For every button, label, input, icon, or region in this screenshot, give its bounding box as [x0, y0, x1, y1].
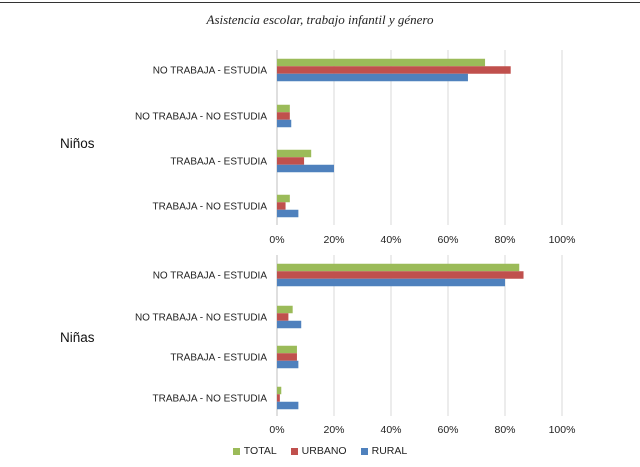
legend-item-urbano: URBANO — [290, 445, 347, 457]
ninos-tick-label: 20% — [323, 234, 344, 246]
ninos-bar-total — [277, 58, 486, 67]
ninas-category-label: TRABAJA - NO ESTUDIA — [153, 394, 268, 405]
ninas-bar-total — [277, 305, 293, 314]
ninos-tick-label: 60% — [437, 234, 458, 246]
ninas-tick-label: 100% — [549, 424, 576, 436]
ninas-tick-label: 20% — [323, 424, 344, 436]
legend-label: TOTAL — [243, 445, 277, 457]
ninos-bar-total — [277, 194, 290, 203]
legend-label: URBANO — [301, 445, 347, 457]
ninas-bar-urbano — [277, 271, 524, 279]
ninas-bar-rural — [277, 360, 299, 369]
ninos-category-label: NO TRABAJA - NO ESTUDIA — [135, 112, 267, 123]
legend-item-total: TOTAL — [232, 445, 277, 457]
ninos-bar-urbano — [277, 157, 305, 165]
legend-swatch — [232, 447, 240, 455]
top-rule — [0, 2, 640, 3]
legend-swatch — [290, 447, 298, 455]
ninas-bar-urbano — [277, 394, 280, 402]
chart-area: 0% 20% 40% 60% 80% 100% NO TRABAJA - ESTUDIA NO… — [60, 50, 576, 436]
ninas-bar-total — [277, 386, 282, 395]
ninos-bar-total — [277, 104, 290, 113]
ninos-category-label: TRABAJA - NO ESTUDIA — [153, 202, 268, 213]
ninos-tick-label: 0% — [269, 234, 284, 246]
ninas-tick-label: 0% — [269, 424, 284, 436]
ninas-bar-total — [277, 345, 297, 354]
legend: TOTAL URBANO RURAL — [0, 445, 640, 457]
ninos-tick-label: 100% — [549, 234, 576, 246]
ninos-tick-label: 80% — [494, 234, 515, 246]
ninos-bar-rural — [277, 164, 334, 173]
ninas-tick-label: 60% — [437, 424, 458, 436]
ninas-category-label: NO TRABAJA - ESTUDIA — [153, 271, 268, 282]
ninos-bar-rural — [277, 73, 468, 82]
ninas-bar-rural — [277, 320, 302, 329]
ninas-tick-label: 80% — [494, 424, 515, 436]
ninas-category-label: NO TRABAJA - NO ESTUDIA — [135, 313, 267, 324]
ninas-bar-urbano — [277, 313, 289, 321]
legend-label: RURAL — [371, 445, 408, 457]
ninas-tick-label: 40% — [380, 424, 401, 436]
ninas-bar-rural — [277, 401, 299, 410]
ninos-tick-label: 40% — [380, 234, 401, 246]
ninas-bar-rural — [277, 278, 505, 287]
ninos-category-label: TRABAJA - ESTUDIA — [170, 157, 267, 168]
ninos-bar-total — [277, 149, 312, 158]
ninos-bar-urbano — [277, 202, 286, 210]
ninos-bar-rural — [277, 119, 292, 128]
ninos-category-label: NO TRABAJA - ESTUDIA — [153, 66, 268, 77]
ninos-bar-urbano — [277, 66, 511, 74]
chart-title: Asistencia escolar, trabajo infantil y g… — [206, 12, 434, 27]
ninos-group-label: Niños — [60, 136, 95, 151]
ninas-bar-total — [277, 263, 520, 272]
ninos-bar-urbano — [277, 112, 290, 120]
ninas-category-label: TRABAJA - ESTUDIA — [170, 353, 267, 364]
ninos-bar-rural — [277, 209, 299, 218]
legend-item-rural: RURAL — [360, 445, 408, 457]
ninas-group-label: Niñas — [60, 330, 95, 345]
legend-swatch — [360, 447, 368, 455]
ninas-bar-urbano — [277, 353, 297, 361]
